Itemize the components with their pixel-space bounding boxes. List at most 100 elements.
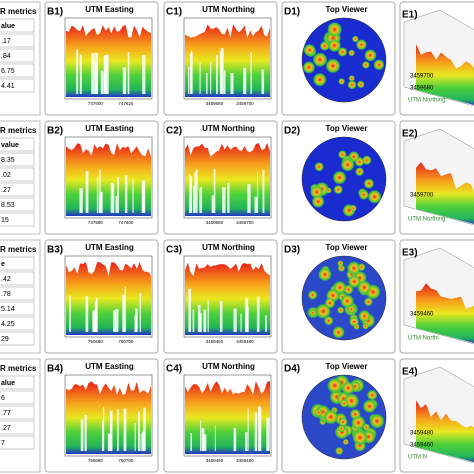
- metrics-value: .17: [1, 38, 11, 45]
- metrics-cell: [0, 182, 35, 197]
- crown: [332, 326, 345, 339]
- gap: [107, 433, 112, 451]
- gap: [233, 308, 237, 332]
- gap: [211, 195, 215, 213]
- e-tick-label: 3459700: [410, 193, 434, 199]
- panel-label: C4): [166, 364, 182, 375]
- metrics-value: .27: [1, 425, 11, 432]
- gap: [188, 66, 190, 94]
- gap: [214, 425, 216, 451]
- gap: [103, 55, 106, 94]
- gap: [76, 49, 79, 94]
- x-tick-label: 750680: [88, 458, 104, 463]
- gap: [219, 301, 223, 332]
- gap: [190, 433, 193, 451]
- panel-label: E4): [402, 367, 418, 378]
- crown: [362, 399, 377, 414]
- crown: [324, 316, 334, 326]
- crown: [325, 58, 341, 74]
- gap: [93, 313, 97, 332]
- crown: [340, 157, 355, 172]
- gap: [213, 168, 216, 213]
- metrics-value: 29: [1, 336, 9, 343]
- metrics-panel: [0, 358, 41, 473]
- point-cloud: [66, 381, 151, 454]
- metrics-value: .02: [1, 172, 11, 179]
- x-tick-label: 747620: [118, 101, 134, 106]
- x-tick-label: 3459680: [206, 220, 224, 225]
- gap: [134, 423, 136, 451]
- gap: [223, 70, 226, 94]
- crown: [312, 72, 327, 87]
- gap: [261, 69, 265, 94]
- gap: [220, 48, 224, 94]
- crown: [348, 49, 355, 57]
- gap: [79, 188, 83, 213]
- crown: [351, 415, 366, 431]
- crown: [357, 280, 372, 295]
- gap: [201, 428, 205, 451]
- gap: [127, 51, 130, 94]
- gap: [222, 187, 226, 213]
- crown: [327, 38, 342, 53]
- crown: [327, 21, 343, 38]
- panel-label: B2): [47, 126, 63, 137]
- metrics-cell: [0, 435, 35, 450]
- metrics-value: 7: [1, 440, 5, 447]
- metrics-cell: [0, 197, 35, 212]
- metrics-cell: [0, 63, 35, 78]
- crown: [337, 424, 346, 433]
- gap: [113, 310, 116, 332]
- gap: [257, 172, 259, 213]
- x-tick-label: 3459700: [236, 220, 254, 225]
- gap: [99, 169, 101, 213]
- crown: [363, 178, 375, 189]
- gap: [134, 308, 138, 332]
- metrics-cell: [0, 256, 35, 271]
- metrics-cell: [0, 137, 35, 152]
- crown: [342, 438, 349, 445]
- gap: [98, 194, 102, 213]
- metrics-cell: [0, 212, 35, 227]
- e-tick-label: 3459480: [410, 431, 434, 437]
- metrics-cell: [0, 271, 35, 286]
- panel-label: C2): [166, 126, 182, 137]
- panel-title: UTM Northing: [202, 243, 255, 252]
- crown: [352, 35, 359, 43]
- x-tick-label: 3459460: [206, 339, 224, 344]
- e-tick-label: 3459460: [410, 443, 434, 449]
- gap: [109, 410, 113, 451]
- metrics-value: 8.35: [1, 157, 15, 164]
- metrics-title: R metrics: [0, 245, 37, 254]
- crown: [307, 290, 318, 300]
- gap: [189, 174, 191, 213]
- metrics-title: R metrics: [0, 126, 37, 135]
- crown: [354, 156, 365, 167]
- gap: [195, 169, 198, 213]
- crown: [367, 189, 382, 204]
- gap: [204, 434, 207, 451]
- crown: [303, 43, 316, 57]
- e-axis-label: UTM Northing: [408, 98, 445, 104]
- gap: [110, 182, 114, 213]
- crown: [353, 323, 360, 330]
- gap: [192, 185, 195, 213]
- gap: [194, 171, 196, 213]
- metrics-cell: [0, 152, 35, 167]
- gap: [247, 408, 249, 451]
- crown: [314, 408, 323, 417]
- metrics-value: 5.14: [1, 306, 15, 313]
- crown: [340, 399, 349, 408]
- point-cloud-3d: [416, 283, 474, 343]
- metrics-value: .27: [1, 187, 11, 194]
- metrics-value: value: [1, 142, 19, 149]
- crown: [347, 80, 357, 90]
- metrics-cell: [0, 18, 35, 33]
- x-tick-label: 750700: [118, 458, 134, 463]
- x-tick-label: 747600: [118, 220, 134, 225]
- crown: [318, 267, 332, 282]
- panel-title: UTM Northing: [202, 5, 255, 14]
- gap: [142, 55, 146, 94]
- metrics-cell: [0, 167, 35, 182]
- crown: [352, 429, 368, 446]
